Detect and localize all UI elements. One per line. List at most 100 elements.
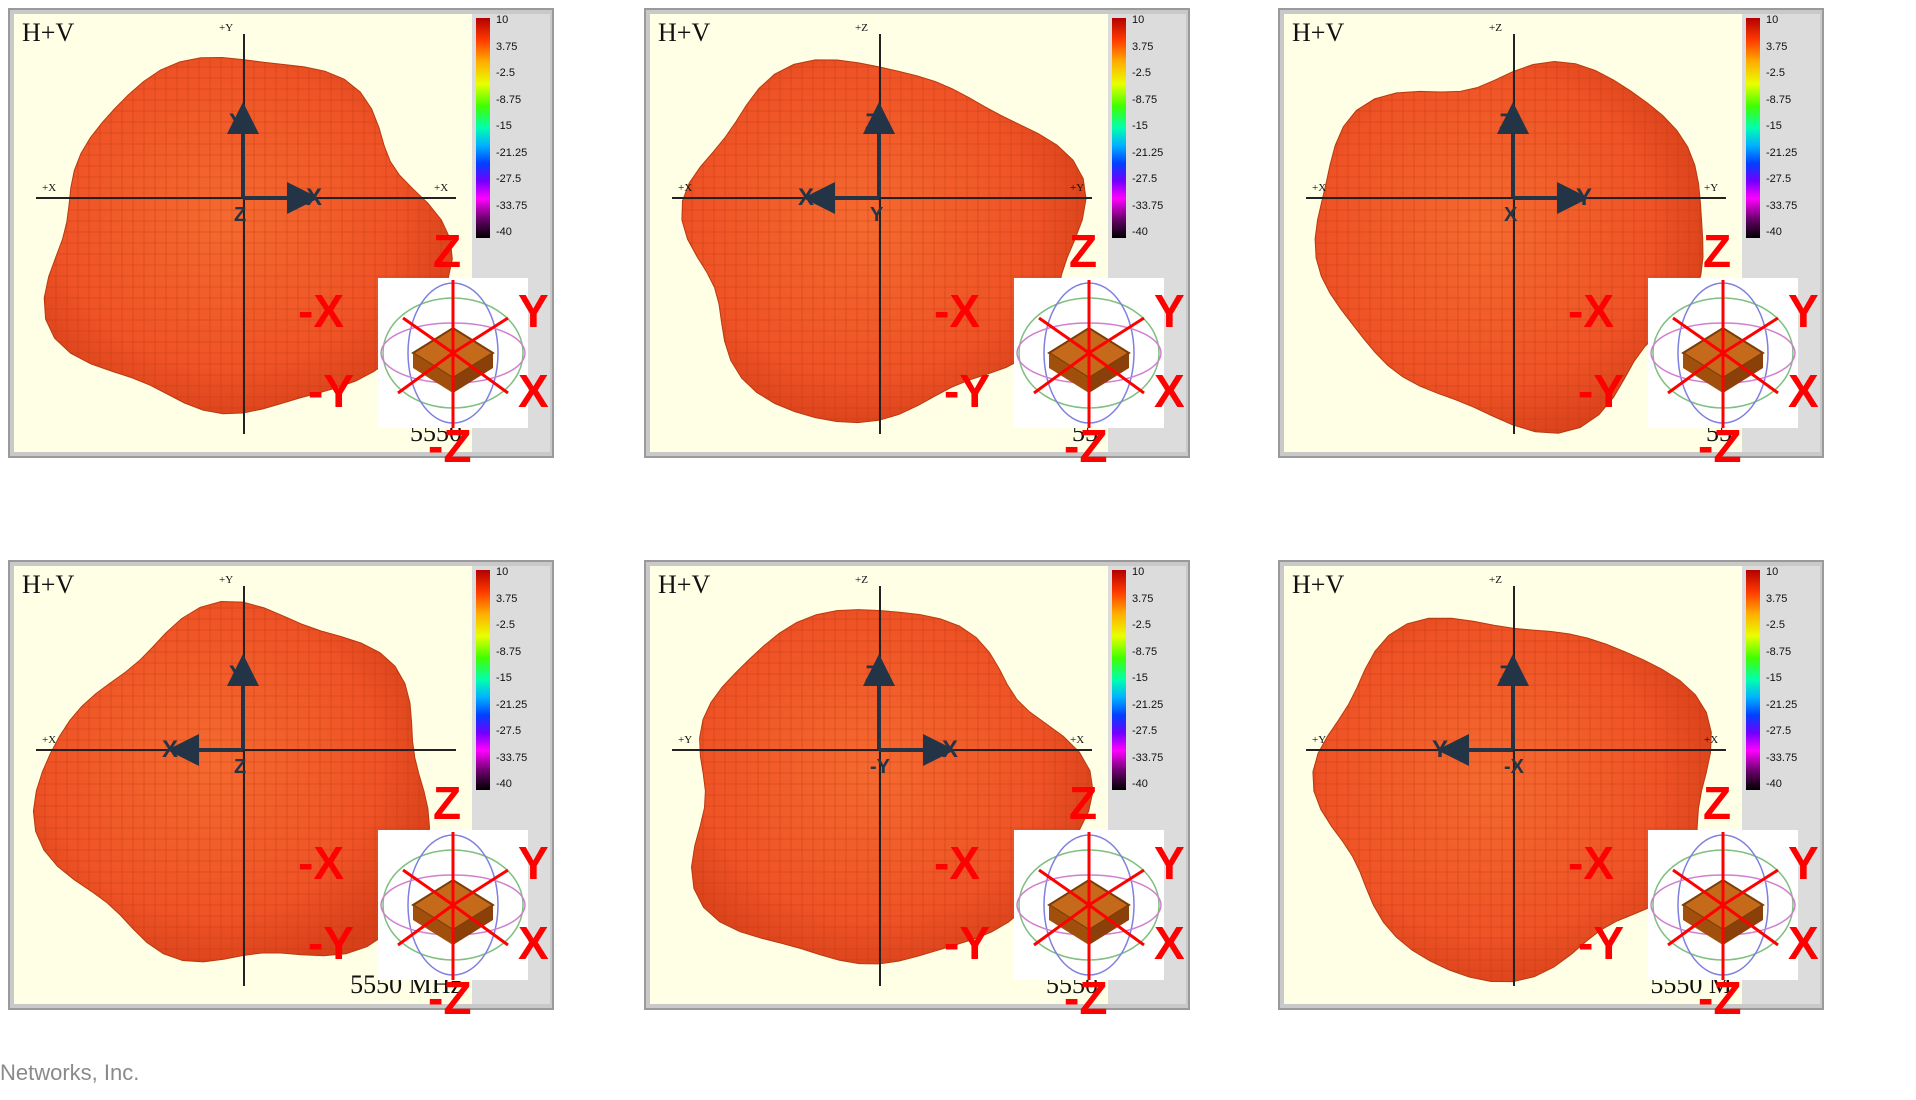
orientation-label-z: Z xyxy=(1703,225,1732,277)
color-bar-tick: -40 xyxy=(496,226,512,238)
orientation-label-x: X xyxy=(1154,917,1185,969)
pattern-panel: H+V +Z +X +Y Z Y X 55 10 3.75 -2.5 -8.75 -15 -21.25 -2… xyxy=(1278,8,1824,458)
orientation-overlay: Z -X Y -Y X -Z xyxy=(298,228,568,469)
plot-area: H+V +Z +X +Y Z Y X 55 xyxy=(1284,14,1742,452)
orientation-label-z: Z xyxy=(1703,777,1732,829)
color-bar-tick: -27.5 xyxy=(1132,173,1158,185)
color-bar-tick: -27.5 xyxy=(496,173,522,185)
color-bar-tick: -33.75 xyxy=(496,199,528,212)
orientation-label-z: Z xyxy=(433,225,462,277)
color-bar-tick: -15 xyxy=(1766,120,1782,132)
orientation-label-x: X xyxy=(518,365,549,417)
horizontal-axis-line xyxy=(672,197,1092,199)
axis-label-right: +X xyxy=(1070,734,1085,746)
axis-label-top: +Z xyxy=(1489,22,1502,34)
orientation-overlay: Z -X Y -Y X -Z xyxy=(934,780,1204,1021)
color-bar-tick: -40 xyxy=(1132,226,1148,238)
axis-label-right: +X xyxy=(1704,734,1719,746)
inner-axis-center: X xyxy=(1504,204,1518,226)
color-bar-tick: -2.5 xyxy=(1766,67,1785,79)
color-bar-tick: -40 xyxy=(496,778,512,790)
radiation-pattern xyxy=(43,56,453,415)
color-bar-tick: -21.25 xyxy=(1766,698,1798,711)
inner-axes xyxy=(863,654,955,766)
color-bar-tick: 3.75 xyxy=(1132,592,1154,605)
color-bar-tick: -8.75 xyxy=(496,93,522,106)
color-bar-tick: -2.5 xyxy=(496,619,515,631)
orientation-label-neg-y: -Y xyxy=(308,917,354,969)
orientation-label-x: X xyxy=(1154,365,1185,417)
color-bar-tick: -33.75 xyxy=(1132,199,1164,212)
orientation-label-neg-x: -X xyxy=(934,285,980,337)
device-orientation-graphic xyxy=(1648,830,1798,980)
orientation-label-y: Y xyxy=(1154,837,1185,889)
orientation-label-neg-y: -Y xyxy=(944,365,990,417)
pattern-panel: H+V +Y +X +X Y X Z 5550 10 3.75 -2.5 -8.75 -15 -21.25… xyxy=(8,8,554,458)
color-bar-tick: 10 xyxy=(1766,566,1779,578)
color-bar-tick: -40 xyxy=(1132,778,1148,790)
color-bar-tick: -21.25 xyxy=(496,698,528,711)
orientation-overlay: Z -X Y -Y X -Z xyxy=(1568,780,1838,1021)
orientation-overlay: Z -X Y -Y X -Z xyxy=(934,228,1204,469)
orientation-label-z: Z xyxy=(1069,777,1098,829)
plot-area: H+V +Y +X +X Y X Z 5550 xyxy=(14,14,472,452)
axis-label-left: +Y xyxy=(1312,734,1327,746)
orientation-label-neg-y: -Y xyxy=(308,365,354,417)
inner-axis-up: Z xyxy=(865,661,880,688)
axis-label-left: +X xyxy=(678,182,693,194)
color-bar-tick: -33.75 xyxy=(496,751,528,764)
orientation-label-neg-z: -Z xyxy=(428,972,472,1024)
color-bar xyxy=(1746,570,1760,790)
color-bar-tick: 10 xyxy=(1132,14,1145,26)
vertical-axis-line xyxy=(1513,34,1515,434)
inner-axis-center: -Y xyxy=(870,756,890,778)
inner-axes xyxy=(167,654,259,766)
color-bar-tick: 10 xyxy=(496,566,509,578)
inner-axis-center: Z xyxy=(234,756,247,778)
color-bar-tick: -8.75 xyxy=(1132,645,1158,658)
color-bar-tick: -2.5 xyxy=(496,67,515,79)
vertical-axis-line xyxy=(879,34,881,434)
color-bar-tick: -8.75 xyxy=(1766,645,1792,658)
axis-label-left: +X xyxy=(42,734,57,746)
device-orientation-graphic xyxy=(1648,278,1798,428)
orientation-label-neg-z: -Z xyxy=(1064,420,1108,472)
device-orientation-graphic xyxy=(1014,278,1164,428)
axis-label-right: +Y xyxy=(1070,182,1085,194)
pattern-panel: H+V +Z +X +Y Z X Y 55 10 3.75 -2.5 -8.75 -15 -21.25 -2… xyxy=(644,8,1190,458)
device-orientation-graphic xyxy=(1014,830,1164,980)
pattern-surface xyxy=(1312,617,1712,983)
pattern-surface xyxy=(32,600,431,963)
device-orientation-graphic xyxy=(378,830,528,980)
color-bar-tick: -15 xyxy=(1132,120,1148,132)
color-bar-tick: -15 xyxy=(1132,672,1148,684)
orientation-label-y: Y xyxy=(518,285,549,337)
color-bar-tick: -33.75 xyxy=(1132,751,1164,764)
color-bar-tick: -21.25 xyxy=(1766,146,1798,159)
color-bar-tick: -21.25 xyxy=(1132,146,1164,159)
inner-axis-center: Z xyxy=(234,204,247,226)
vertical-axis-line xyxy=(243,586,245,986)
orientation-label-neg-z: -Z xyxy=(1698,972,1742,1024)
color-bar-tick: -8.75 xyxy=(496,645,522,658)
orientation-label-x: X xyxy=(1788,365,1819,417)
color-bar-tick: -40 xyxy=(1766,778,1782,790)
plot-area: H+V +Z +Y +X Z X -Y 5550 xyxy=(650,566,1108,1004)
pattern-surface xyxy=(1314,60,1704,434)
vertical-axis-line xyxy=(243,34,245,434)
orientation-label-y: Y xyxy=(1788,285,1819,337)
orientation-overlay: Z -X Y -Y X -Z xyxy=(1568,228,1838,469)
color-bar-tick: 3.75 xyxy=(496,592,518,605)
orientation-label-y: Y xyxy=(1154,285,1185,337)
color-bar-tick: -21.25 xyxy=(496,146,528,159)
inner-axis-right: X xyxy=(942,736,959,763)
pattern-panel: H+V +Z +Y +X Z X -Y 5550 10 3.75 -2.5 -8.75 -15 -21.2… xyxy=(644,560,1190,1010)
color-bar-tick: -33.75 xyxy=(1766,751,1798,764)
color-bar-tick: -27.5 xyxy=(1766,173,1792,185)
orientation-label-neg-y: -Y xyxy=(1578,917,1624,969)
orientation-label-neg-x: -X xyxy=(934,837,980,889)
color-bar-tick: -8.75 xyxy=(1766,93,1792,106)
axis-label-left: +X xyxy=(42,182,57,194)
orientation-label-y: Y xyxy=(1788,837,1819,889)
color-bar-tick: -2.5 xyxy=(1132,619,1151,631)
